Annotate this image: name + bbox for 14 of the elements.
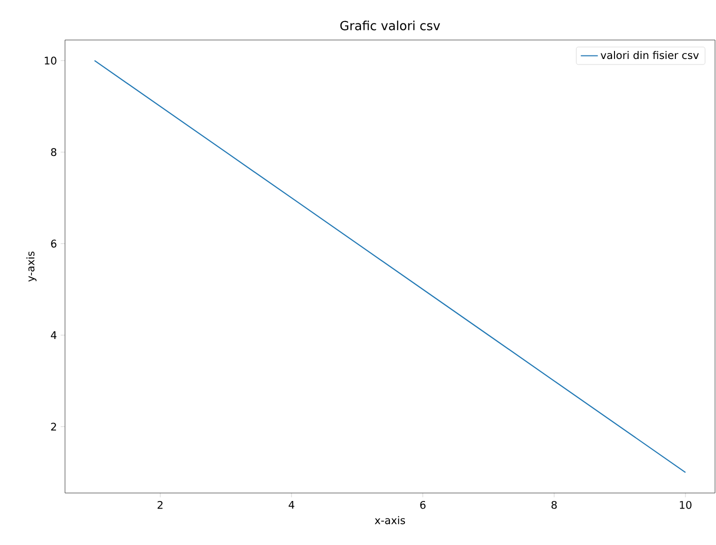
y-axis-title: y-axis bbox=[26, 252, 36, 282]
x-tick-label: 2 bbox=[158, 500, 162, 509]
y-tick-label: 10 bbox=[44, 56, 56, 65]
legend-label: valori din fisier csv bbox=[600, 50, 699, 60]
chart-title: Grafic valori csv bbox=[340, 20, 440, 30]
x-tick-label: 4 bbox=[288, 500, 294, 509]
y-tick-label: 6 bbox=[51, 240, 56, 248]
x-tick-label: 8 bbox=[552, 500, 557, 509]
y-tick-label: 2 bbox=[51, 422, 56, 431]
x-tick-label: 6 bbox=[420, 500, 426, 509]
y-tick-label: 4 bbox=[50, 331, 56, 339]
y-tick-label: 8 bbox=[51, 148, 56, 156]
x-axis-title: x-axis bbox=[374, 516, 406, 524]
x-tick-label: 10 bbox=[680, 500, 692, 509]
